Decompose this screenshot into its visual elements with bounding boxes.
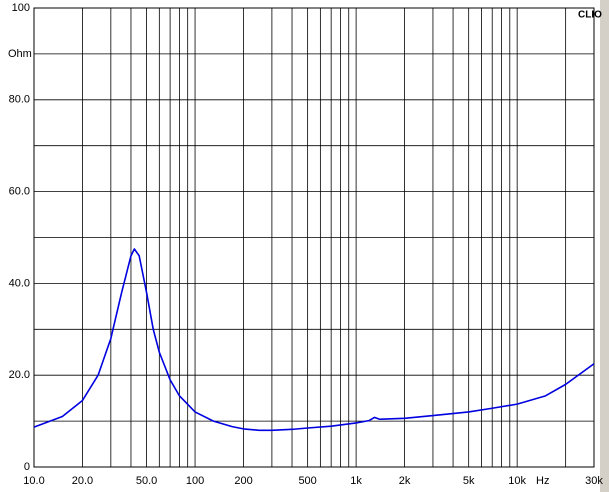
- x-tick-label: 10k: [508, 475, 526, 487]
- x-tick-label: 500: [298, 475, 316, 487]
- x-tick-label: 2k: [399, 475, 411, 487]
- x-tick-label: 1k: [350, 475, 362, 487]
- x-tick-label: 30k: [585, 475, 603, 487]
- impedance-curve: [33, 248, 595, 432]
- y-tick-label: 80.0: [9, 94, 30, 106]
- x-tick-label: 20.0: [72, 475, 93, 487]
- x-tick-label: 10.0: [23, 475, 44, 487]
- x-tick-label: 100: [186, 475, 204, 487]
- y-tick-label: 60.0: [9, 186, 30, 198]
- chart-title: CLIO: [578, 10, 602, 21]
- y-tick-label: 0: [24, 461, 30, 473]
- plot-frame: [33, 7, 595, 468]
- y-unit: Ohm: [8, 48, 32, 60]
- x-unit: Hz: [536, 475, 549, 487]
- x-tick-label: 5k: [463, 475, 475, 487]
- side-panel: [600, 0, 609, 492]
- y-tick-label: 20.0: [9, 369, 30, 381]
- y-tick-label: 40.0: [9, 277, 30, 289]
- x-tick-label: 50.0: [136, 475, 157, 487]
- y-tick-label: 100: [12, 2, 30, 14]
- x-tick-label: 200: [234, 475, 252, 487]
